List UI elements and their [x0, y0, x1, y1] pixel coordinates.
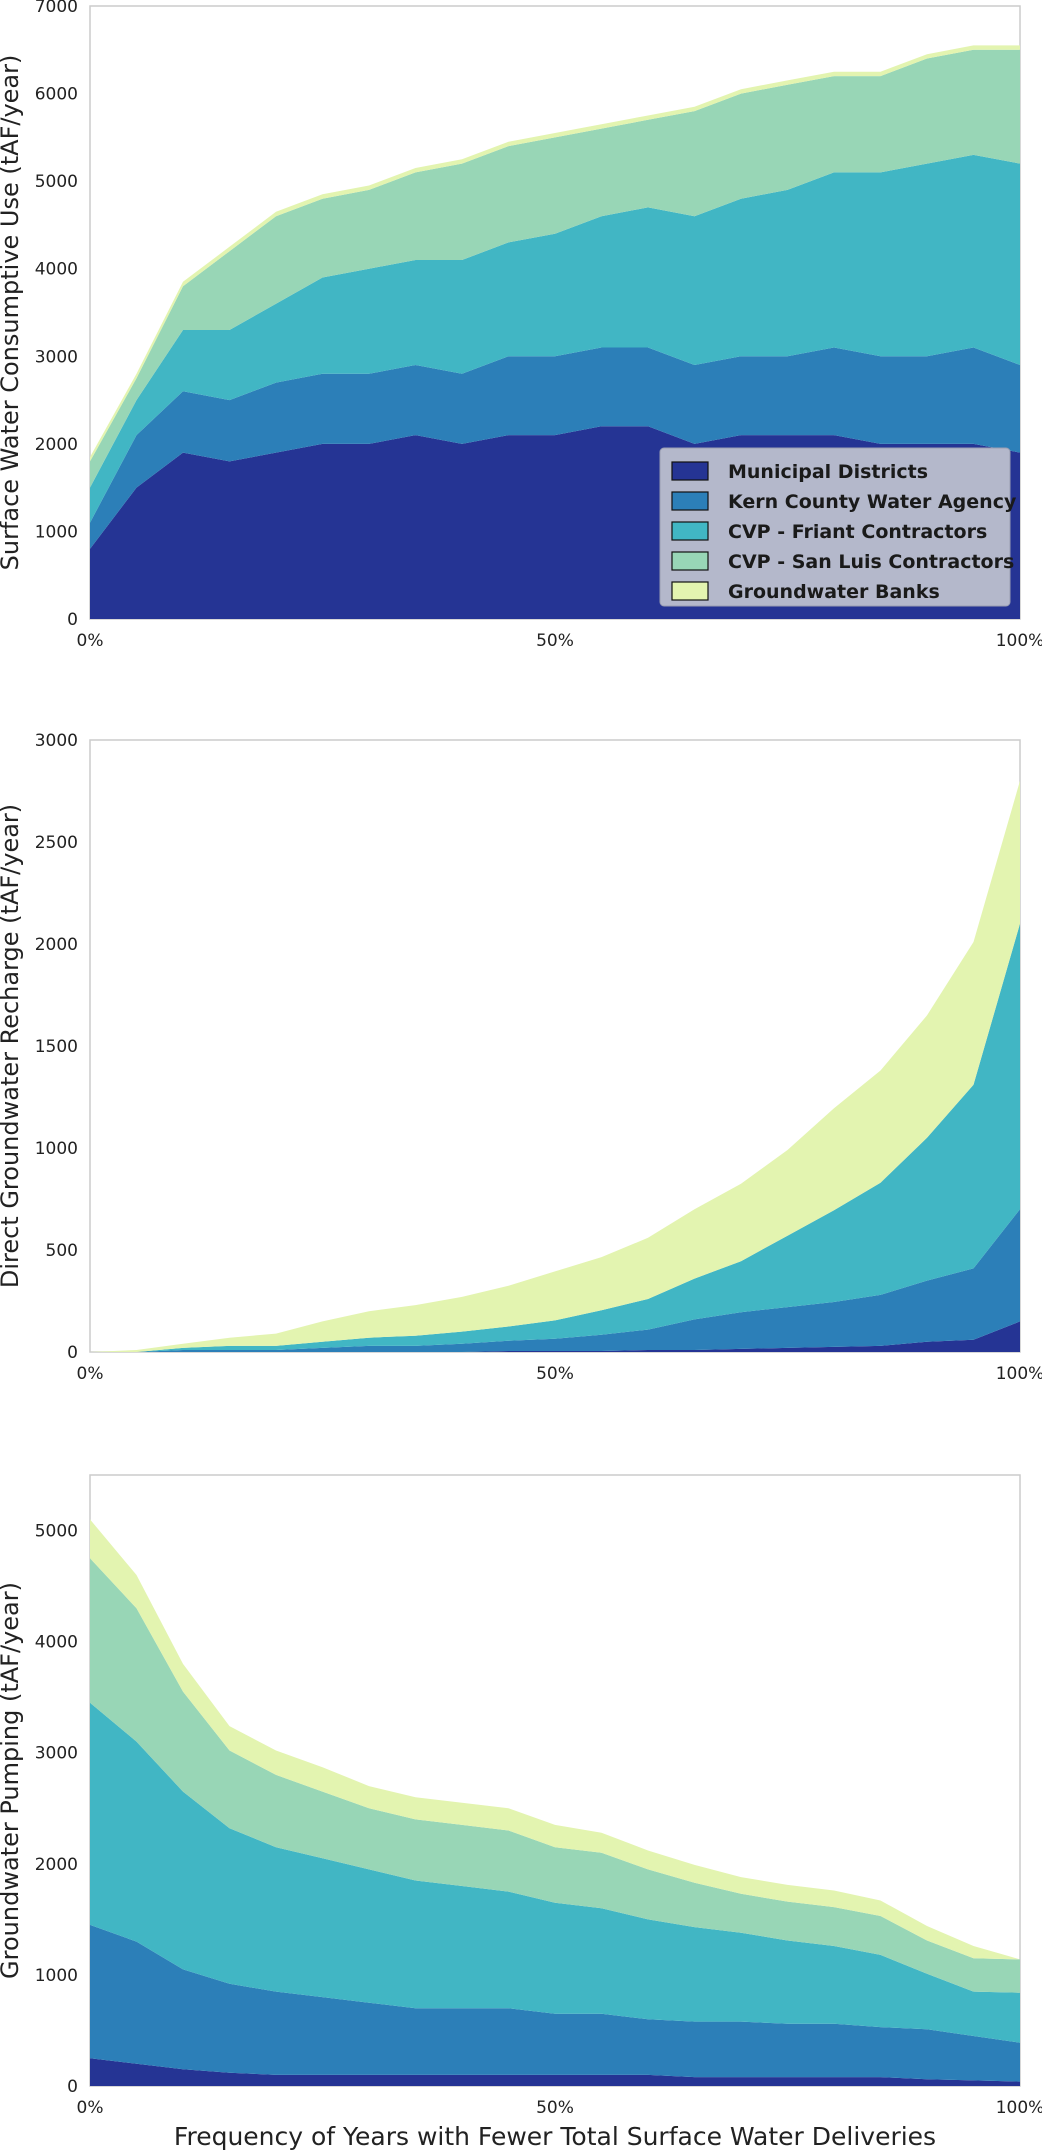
area-cvp-san-luis-contractors	[90, 1558, 1020, 1993]
legend-swatch-cvp-friant-contractors	[671, 521, 709, 541]
y-tick-label: 2000	[35, 435, 78, 455]
area-municipal-districts	[90, 2058, 1020, 2086]
groundwater-pumping-panel: 0 1000 2000 3000 4000 5000 0% 50% 100% Groundwate…	[0, 1474, 1042, 2118]
area-kern-county-water-agency	[90, 1209, 1020, 1352]
y-tick-label: 3000	[35, 1744, 78, 1764]
x-tick-label: 100%	[996, 2098, 1042, 2118]
y-tick-label: 7000	[35, 0, 78, 17]
legend-label-cvp-san-luis-contractors: CVP - San Luis Contractors	[728, 551, 1014, 573]
y-tick-label: 1000	[35, 1139, 78, 1159]
area-kern-county-water-agency	[90, 347, 1020, 549]
y-tick-label: 0	[67, 610, 78, 630]
legend-swatch-municipal-districts	[671, 461, 709, 481]
surface-water-use-panel: 0 1000 2000 3000 4000 5000 6000 7000 0% 50% 100% Su…	[0, 0, 1042, 651]
y-tick-label: 4000	[35, 1633, 78, 1653]
y-tick-label: 500	[46, 1241, 78, 1261]
x-tick-label: 100%	[996, 1364, 1042, 1384]
legend-label-groundwater-banks: Groundwater Banks	[728, 581, 940, 603]
area-cvp-friant-contractors	[90, 154, 1020, 523]
x-tick-label: 50%	[536, 2098, 574, 2118]
area-groundwater-banks	[90, 780, 1020, 1352]
y-tick-label: 5000	[35, 172, 78, 192]
y-tick-label: 0	[67, 2077, 78, 2097]
legend-swatch-kern-county-water-agency	[671, 491, 709, 511]
area-cvp-san-luis-contractors	[90, 49, 1020, 488]
y-tick-label: 3000	[35, 731, 78, 751]
y-tick-label: 2000	[35, 1855, 78, 1875]
y-tick-label: 4000	[35, 260, 78, 280]
legend-box	[659, 447, 1011, 607]
x-tick-label: 0%	[77, 2098, 104, 2118]
x-tick-label: 50%	[536, 631, 574, 651]
y-tick-label: 5000	[35, 1522, 78, 1542]
legend-label-kern-county-water-agency: Kern County Water Agency	[728, 491, 1017, 513]
y-tick-label: 6000	[35, 85, 78, 105]
y-axis-label: Direct Groundwater Recharge (tAF/year)	[0, 804, 24, 1288]
area-municipal-districts	[90, 1321, 1020, 1352]
y-tick-label: 2500	[35, 833, 78, 853]
y-axis-label: Groundwater Pumping (tAF/year)	[0, 1582, 24, 1979]
legend-label-cvp-friant-contractors: CVP - Friant Contractors	[728, 521, 987, 543]
y-tick-label: 3000	[35, 347, 78, 367]
area-kern-county-water-agency	[90, 1924, 1020, 2082]
x-tick-label: 0%	[77, 631, 104, 651]
x-tick-label: 0%	[77, 1364, 104, 1384]
legend-swatch-cvp-san-luis-contractors	[671, 551, 709, 571]
x-axis-label: Frequency of Years with Fewer Total Surf…	[174, 2122, 936, 2151]
legend-label-municipal-districts: Municipal Districts	[728, 461, 928, 483]
legend-swatch-groundwater-banks	[671, 581, 709, 601]
area-cvp-friant-contractors	[90, 923, 1020, 1352]
area-cvp-friant-contractors	[90, 1702, 1020, 2043]
y-tick-label: 0	[67, 1343, 78, 1363]
x-tick-label: 50%	[536, 1364, 574, 1384]
y-tick-label: 1500	[35, 1037, 78, 1057]
y-tick-label: 1000	[35, 522, 78, 542]
x-tick-label: 100%	[996, 631, 1042, 651]
y-axis-label: Surface Water Consumptive Use (tAF/year)	[0, 55, 24, 571]
y-tick-label: 1000	[35, 1966, 78, 1986]
groundwater-recharge-panel: 0 500 1000 1500 2000 2500 3000 0% 50% 100% Direct …	[0, 731, 1042, 1384]
y-tick-label: 2000	[35, 935, 78, 955]
